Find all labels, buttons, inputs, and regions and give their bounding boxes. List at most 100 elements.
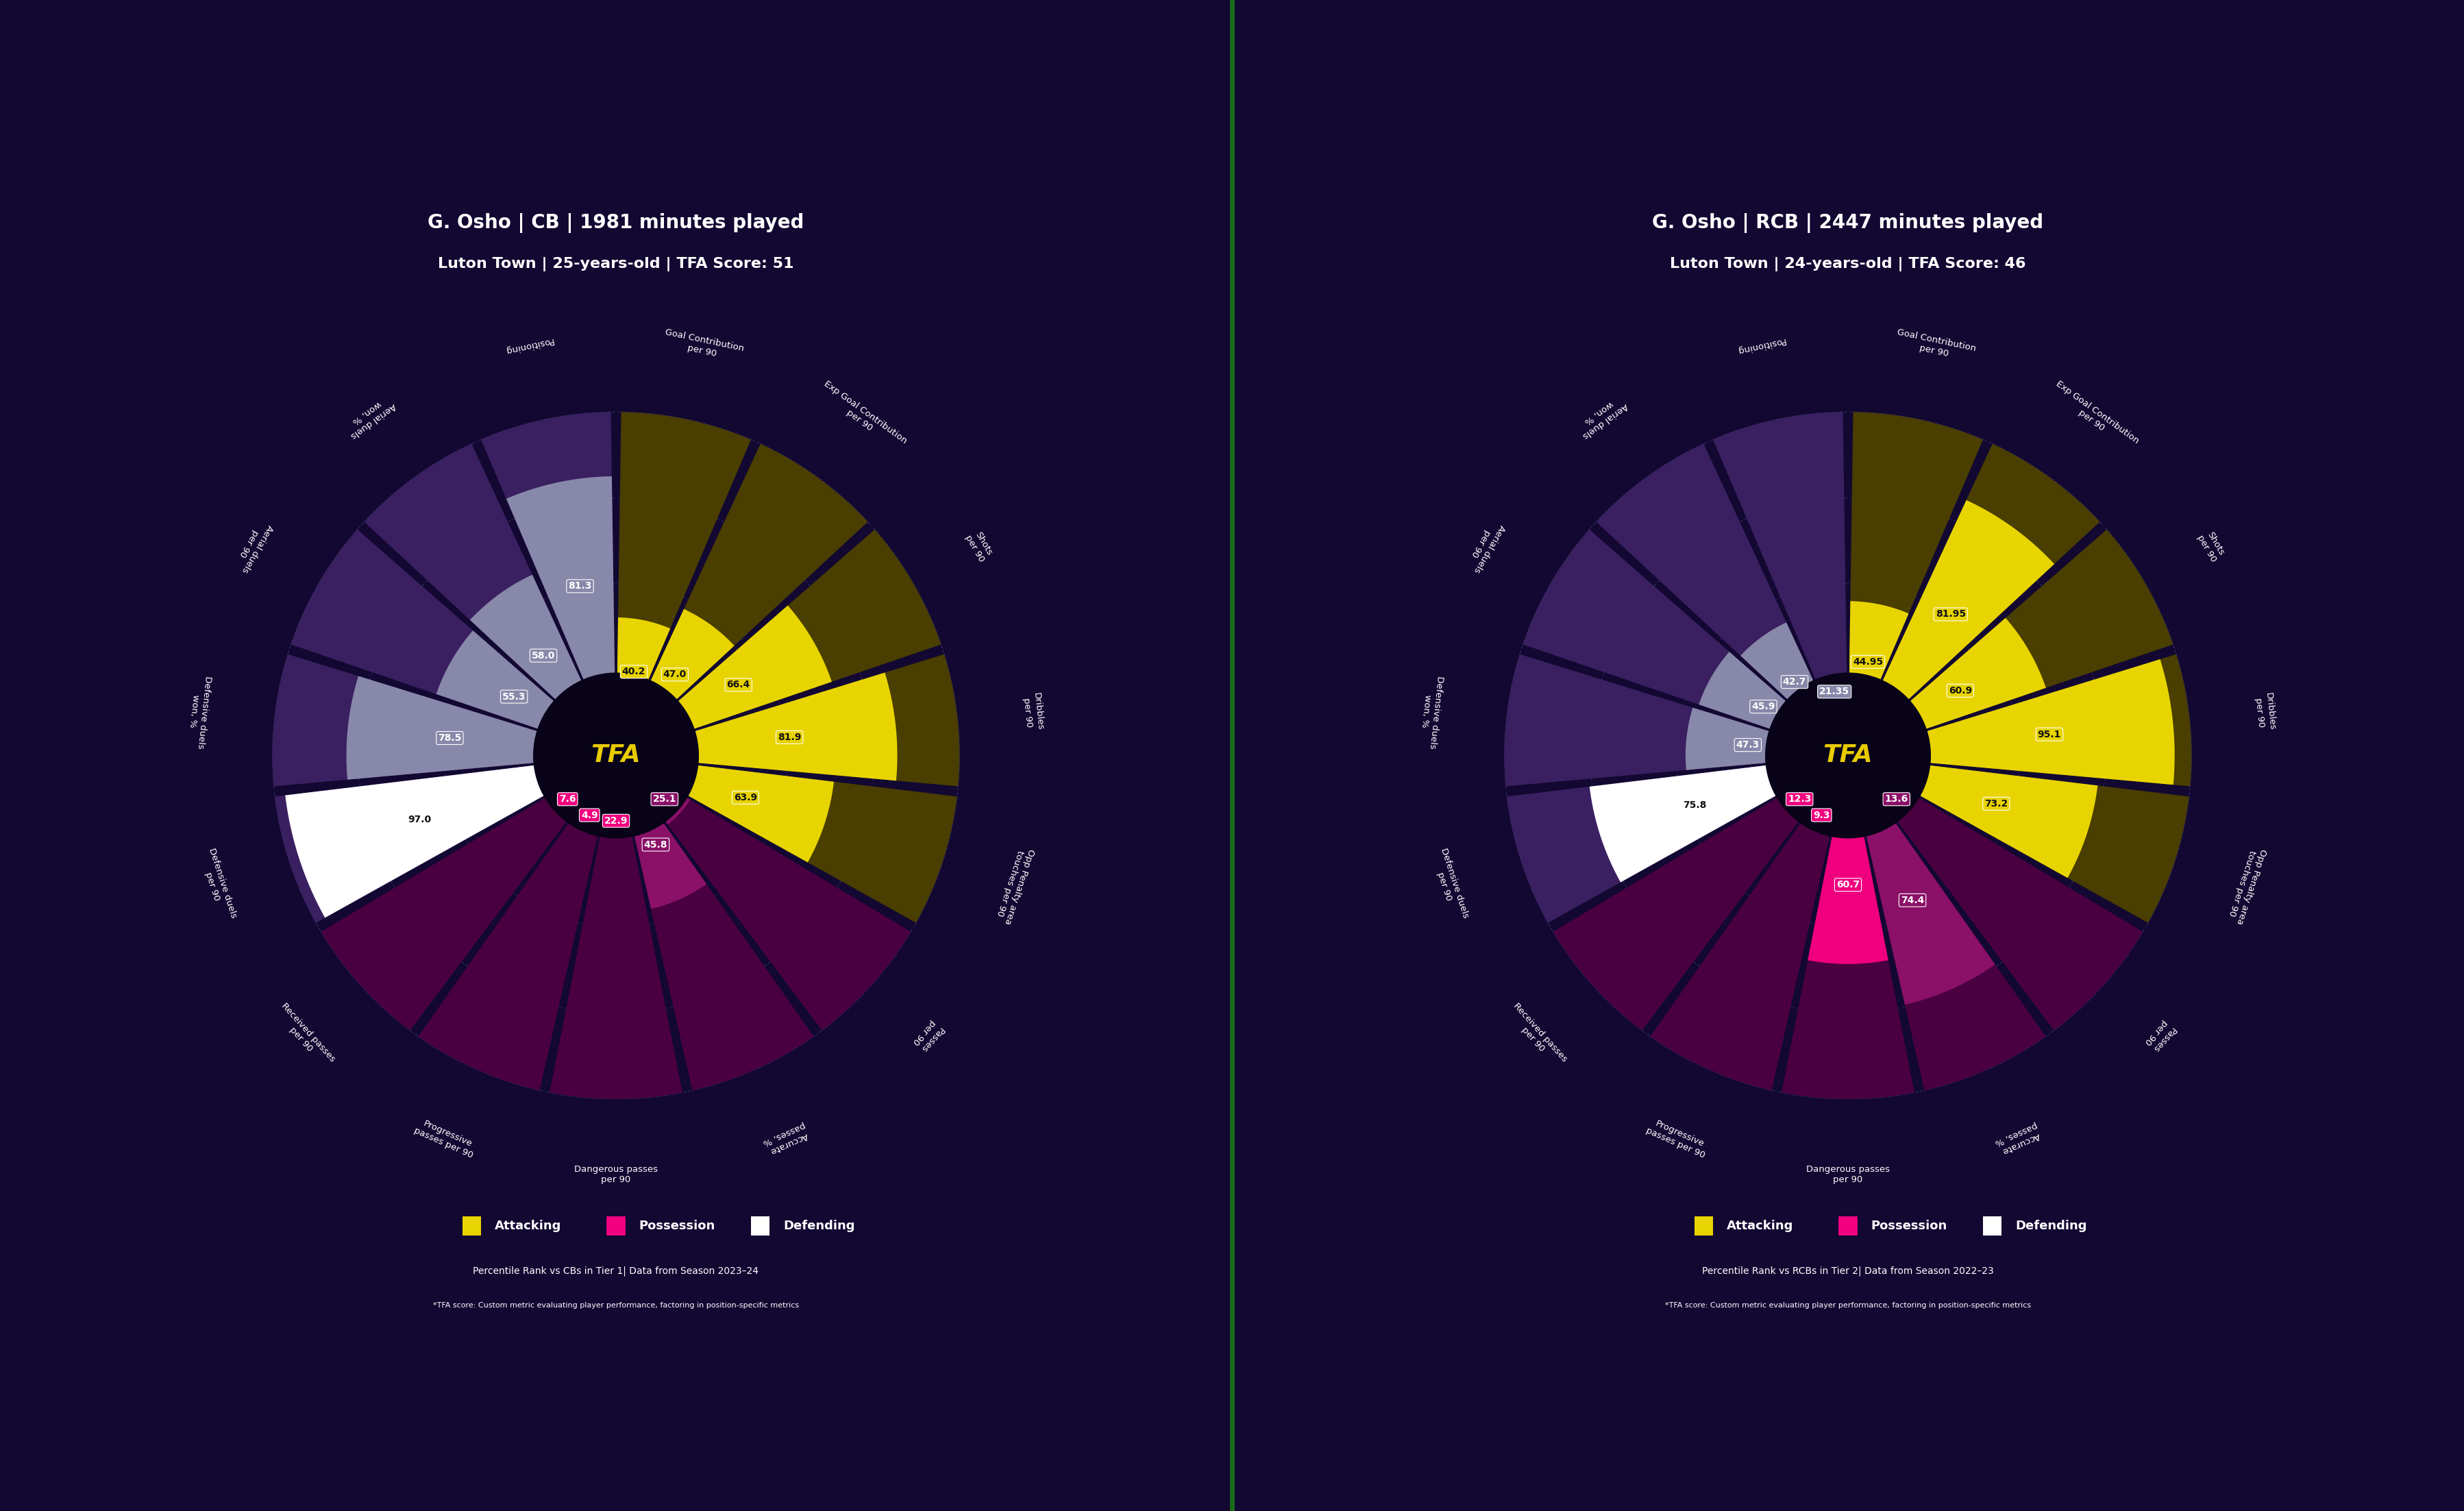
Polygon shape [1848,444,2099,756]
Text: Goal Contribution
per 90: Goal Contribution per 90 [663,328,744,363]
Text: Attacking: Attacking [1727,1219,1794,1233]
Polygon shape [1651,756,1848,1091]
Text: Aerial duels
won, %: Aerial duels won, % [1574,393,1629,440]
Polygon shape [616,756,690,825]
Text: Positioning: Positioning [503,335,554,355]
Polygon shape [1848,659,2176,784]
Text: Received passes
per 90: Received passes per 90 [1503,1002,1570,1070]
Polygon shape [1818,681,1848,756]
Polygon shape [616,444,867,756]
Text: Goal Contribution
per 90: Goal Contribution per 90 [1895,328,1976,363]
Text: 44.95: 44.95 [1853,657,1882,666]
Polygon shape [1597,444,1848,756]
Polygon shape [535,672,697,839]
Polygon shape [601,756,631,834]
Text: Defending: Defending [784,1219,855,1233]
Text: 60.7: 60.7 [1836,879,1860,890]
Text: TFA: TFA [591,743,641,768]
Text: 60.9: 60.9 [1949,686,1971,695]
Polygon shape [436,630,616,756]
Polygon shape [291,529,616,756]
Text: 74.4: 74.4 [1900,896,1924,905]
Polygon shape [1848,413,1984,756]
Polygon shape [276,756,616,923]
Text: Defensive duels
won, %: Defensive duels won, % [185,674,212,749]
Polygon shape [616,756,813,1091]
Text: Dribbles
per 90: Dribbles per 90 [1020,692,1045,731]
Text: 9.3: 9.3 [1814,810,1831,820]
Bar [752,1216,769,1236]
Text: Attacking: Attacking [495,1219,562,1233]
Text: 7.6: 7.6 [559,795,577,804]
Text: Dangerous passes
per 90: Dangerous passes per 90 [574,1165,658,1185]
Bar [1695,1216,1712,1236]
Text: 45.8: 45.8 [643,840,668,849]
Polygon shape [616,756,833,863]
Polygon shape [1848,654,2190,786]
Polygon shape [606,756,616,772]
Polygon shape [1848,618,2045,756]
Text: Dangerous passes
per 90: Dangerous passes per 90 [1806,1165,1890,1185]
Text: Aerial duels
per 90: Aerial duels per 90 [232,518,276,574]
Text: 63.9: 63.9 [734,793,756,802]
Polygon shape [505,476,616,756]
Text: 45.9: 45.9 [1752,701,1774,712]
Polygon shape [419,756,616,1091]
Polygon shape [347,675,616,780]
Text: Percentile Rank vs RCBs in Tier 2| Data from Season 2022–23: Percentile Rank vs RCBs in Tier 2| Data … [1703,1266,1993,1275]
Polygon shape [1698,651,1848,756]
Text: Opp Penalty area
touches per 90: Opp Penalty area touches per 90 [2225,845,2267,925]
Text: 40.2: 40.2 [621,666,646,677]
Polygon shape [1506,654,1848,786]
Polygon shape [274,654,616,786]
Text: Defensive duels
won, %: Defensive duels won, % [1417,674,1444,749]
Polygon shape [616,756,707,910]
Polygon shape [616,606,833,756]
Polygon shape [1767,672,1929,839]
Text: 47.0: 47.0 [663,669,687,680]
Text: 78.5: 78.5 [439,733,461,743]
Polygon shape [1831,756,1848,787]
Text: 75.8: 75.8 [1683,801,1705,810]
Polygon shape [1712,413,1848,756]
Text: 97.0: 97.0 [409,814,431,823]
Text: 81.3: 81.3 [569,582,591,591]
Text: Percentile Rank vs CBs in Tier 1| Data from Season 2023–24: Percentile Rank vs CBs in Tier 1| Data f… [473,1266,759,1275]
Polygon shape [1552,756,1848,1031]
Text: Passes
per 90: Passes per 90 [2141,1018,2176,1053]
Polygon shape [1589,756,1848,882]
Text: G. Osho | RCB | 2447 minutes played: G. Osho | RCB | 2447 minutes played [1653,213,2043,233]
Polygon shape [1848,756,1887,793]
Text: Luton Town | 25-years-old | TFA Score: 51: Luton Town | 25-years-old | TFA Score: 5… [439,257,793,272]
Polygon shape [1508,756,1848,923]
Text: Progressive
passes per 90: Progressive passes per 90 [1643,1117,1710,1160]
Text: *TFA score: Custom metric evaluating player performance, factoring in position-s: *TFA score: Custom metric evaluating pla… [434,1301,798,1309]
Polygon shape [616,654,958,786]
Text: Dribbles
per 90: Dribbles per 90 [2252,692,2277,731]
Text: 73.2: 73.2 [1984,799,2008,808]
Text: Received passes
per 90: Received passes per 90 [271,1002,338,1070]
Text: Luton Town | 24-years-old | TFA Score: 46: Luton Town | 24-years-old | TFA Score: 4… [1671,257,2025,272]
Polygon shape [1848,601,1910,756]
Polygon shape [616,413,752,756]
Bar [1838,1216,1858,1236]
Text: 22.9: 22.9 [604,816,628,825]
Polygon shape [1848,756,2188,923]
Polygon shape [616,672,897,781]
Text: Exp Goal Contribution
per 90: Exp Goal Contribution per 90 [816,379,909,453]
Polygon shape [480,413,616,756]
Polygon shape [286,756,616,917]
Text: Positioning: Positioning [1735,335,1786,355]
Text: 81.95: 81.95 [1934,609,1966,620]
Polygon shape [1685,707,1848,771]
Polygon shape [1811,756,1848,789]
Text: 95.1: 95.1 [2038,730,2062,739]
Polygon shape [1848,529,2173,756]
Bar [1984,1216,2001,1236]
Text: Passes
per 90: Passes per 90 [909,1018,944,1053]
Polygon shape [549,756,683,1098]
Text: 12.3: 12.3 [1789,795,1811,804]
Text: 21.35: 21.35 [1818,688,1850,697]
Polygon shape [365,444,616,756]
Polygon shape [320,756,616,1031]
